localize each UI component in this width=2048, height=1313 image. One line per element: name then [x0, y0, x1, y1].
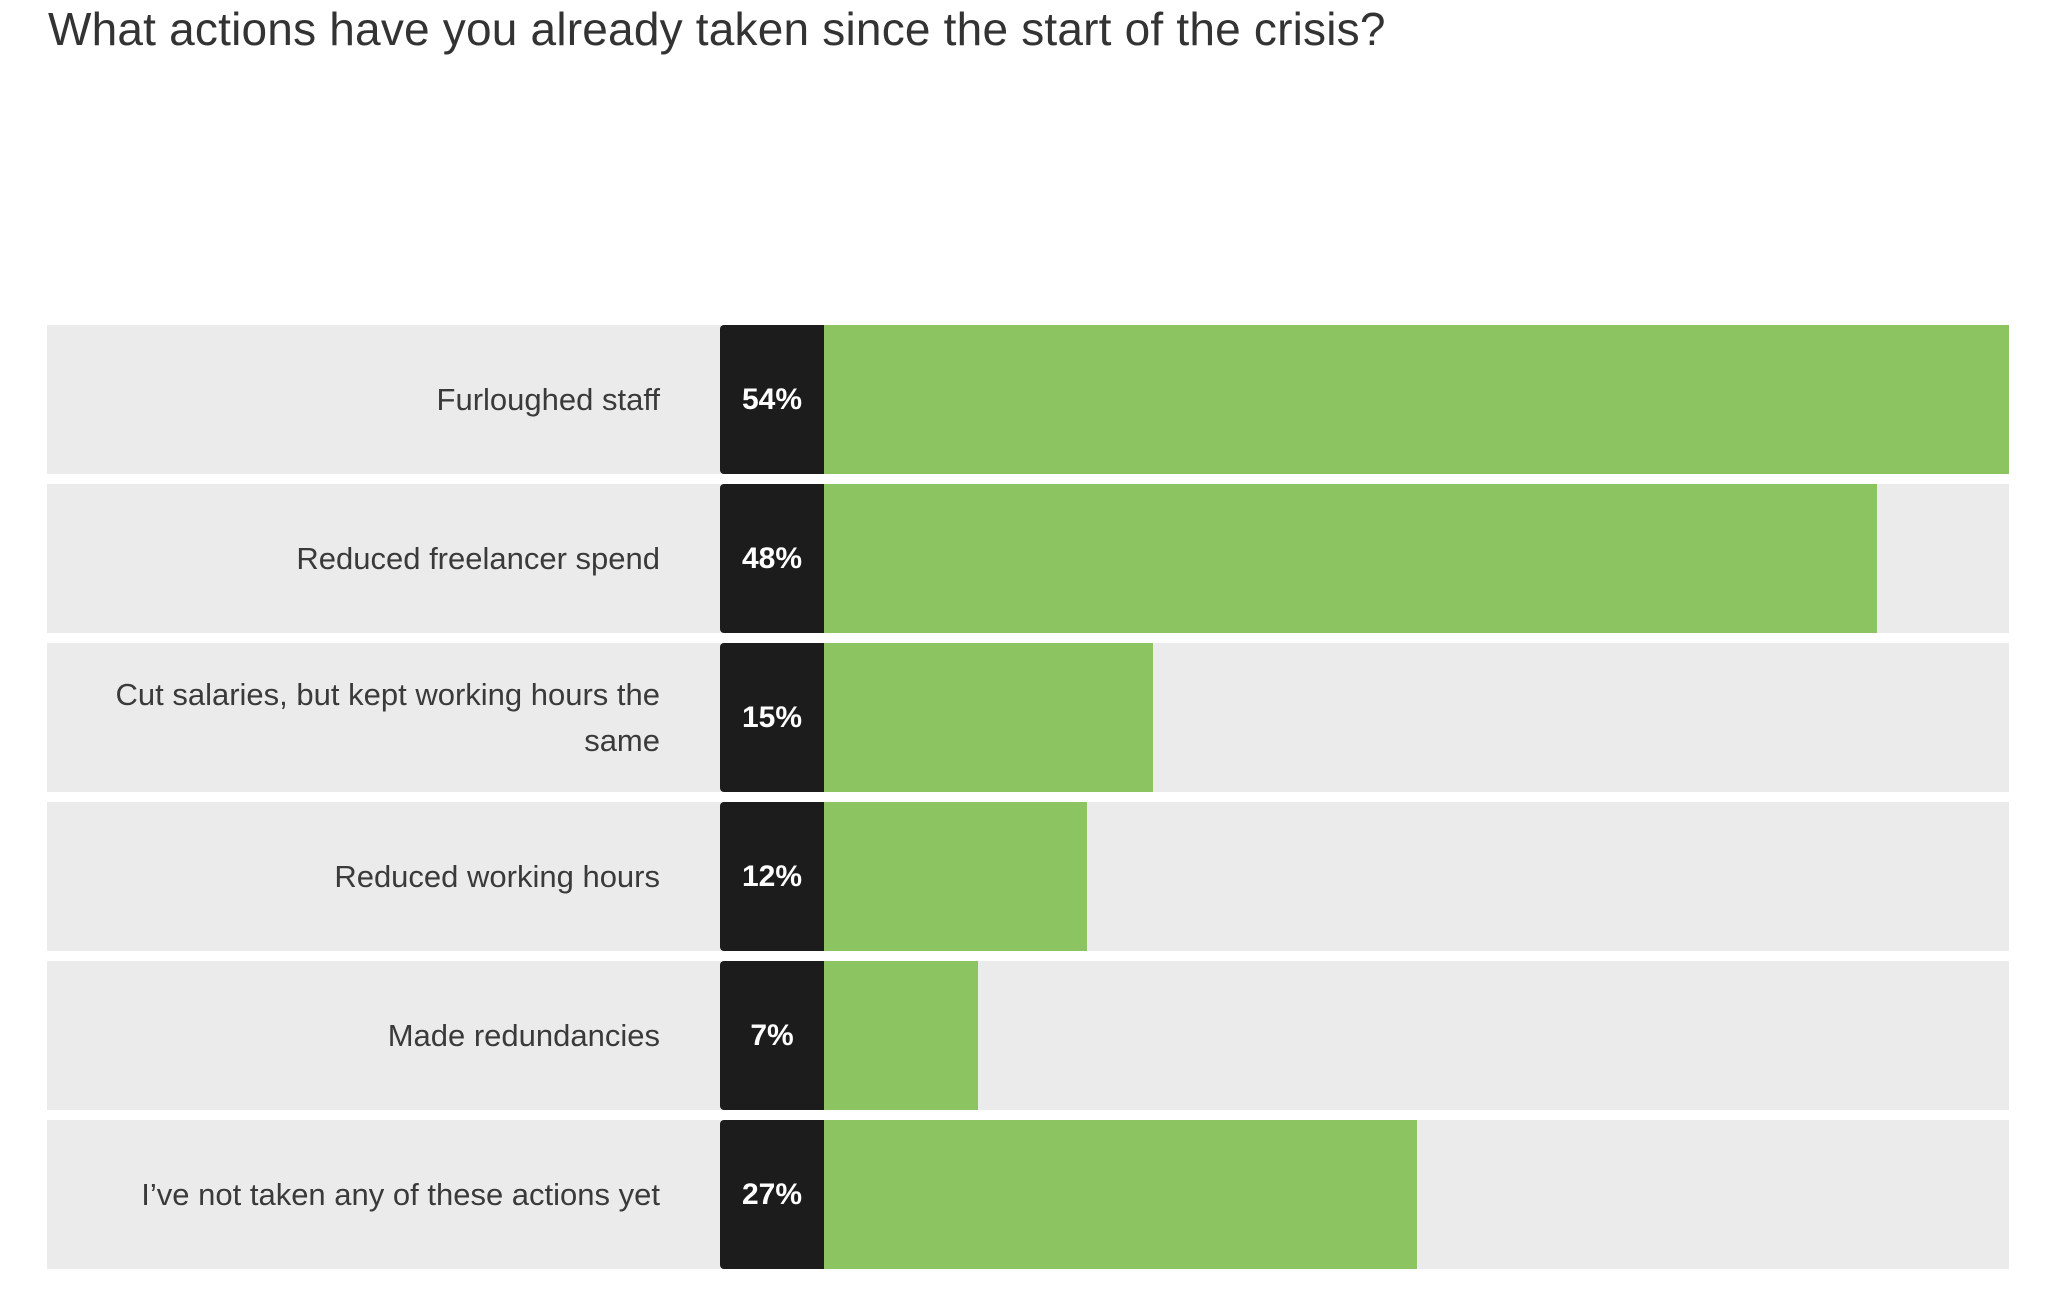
bar-track — [824, 961, 2009, 1110]
bar — [824, 1120, 1417, 1269]
bar — [824, 961, 978, 1110]
bar-row: Cut salaries, but kept working hours the… — [47, 643, 2009, 792]
bar-row: Reduced freelancer spend 48% — [47, 484, 2009, 633]
bar-track — [824, 1120, 2009, 1269]
bar-value-label: 12% — [720, 802, 824, 951]
bar-value-label: 7% — [720, 961, 824, 1110]
bar — [824, 484, 1878, 633]
bar-chart: Furloughed staff 54% Reduced freelancer sp… — [47, 325, 2009, 1279]
bar-category-text: Reduced freelancer spend — [296, 540, 660, 576]
bar-track — [824, 802, 2009, 951]
bar-row: Reduced working hours 12% — [47, 802, 2009, 951]
chart-title: What actions have you already taken sinc… — [48, 3, 1386, 55]
bar-value-label: 27% — [720, 1120, 824, 1269]
bar-value-label: 15% — [720, 643, 824, 792]
bar-category-label: Reduced freelancer spend — [47, 484, 680, 633]
bar-category-text: Reduced working hours — [334, 858, 660, 894]
bar-category-text: Made redundancies — [387, 1017, 660, 1053]
bar-category-label: Furloughed staff — [47, 325, 680, 474]
bar-track — [824, 484, 2009, 633]
bar — [824, 802, 1088, 951]
bar-row: Furloughed staff 54% — [47, 325, 2009, 474]
bar-category-label: Made redundancies — [47, 961, 680, 1110]
bar-row: I’ve not taken any of these actions yet 2… — [47, 1120, 2009, 1269]
bar-value-label: 48% — [720, 484, 824, 633]
bar — [824, 643, 1154, 792]
bar-category-label: I’ve not taken any of these actions yet — [47, 1120, 680, 1269]
bar-value-label: 54% — [720, 325, 824, 474]
bar-track — [824, 325, 2009, 474]
bar-row: Made redundancies 7% — [47, 961, 2009, 1110]
bar — [824, 325, 2009, 474]
bar-category-text: Furloughed staff — [436, 381, 660, 417]
bar-category-text: Cut salaries, but kept working hours the… — [115, 676, 661, 758]
bar-category-text: I’ve not taken any of these actions yet — [141, 1176, 660, 1212]
bar-track — [824, 643, 2009, 792]
bar-category-label: Reduced working hours — [47, 802, 680, 951]
bar-category-label: Cut salaries, but kept working hours the… — [47, 643, 680, 792]
